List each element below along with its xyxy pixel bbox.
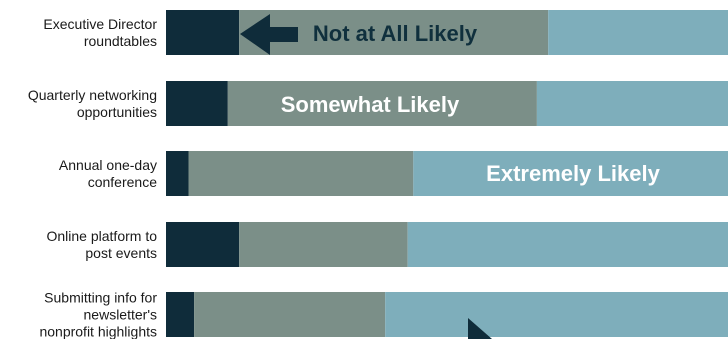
bar-segment	[537, 81, 728, 126]
annotation-label: Somewhat Likely	[281, 92, 460, 117]
bar-segment	[194, 292, 385, 337]
category-label: Quarterly networking opportunities	[28, 87, 157, 120]
bar-segment	[166, 10, 239, 55]
category-label: Executive Director roundtables	[43, 16, 157, 49]
category-label-line: opportunities	[77, 104, 157, 120]
bar-segment	[189, 151, 414, 196]
category-label-line: Annual one-day	[59, 157, 157, 173]
category-label-line: newsletter's	[84, 307, 157, 323]
category-label-line: nonprofit highlights	[39, 324, 157, 339]
bar-segment	[166, 292, 194, 337]
annotation-label: Extremely Likely	[486, 161, 660, 186]
bar-segment	[239, 222, 408, 267]
bar-segment	[548, 10, 728, 55]
category-label-line: post events	[85, 245, 157, 261]
category-label-line: Submitting info for	[44, 290, 157, 306]
category-label-line: roundtables	[84, 33, 157, 49]
category-label-line: Executive Director	[43, 16, 157, 32]
bar-segment	[166, 151, 189, 196]
bar-segment	[166, 222, 239, 267]
category-label: Submitting info for newsletter's nonprofit…	[39, 290, 157, 339]
category-label-line: Online platform to	[47, 228, 158, 244]
category-label-line: Quarterly networking	[28, 87, 157, 103]
annotation-label: Not at All Likely	[313, 21, 478, 46]
category-label-line: conference	[88, 174, 157, 190]
category-label: Annual one-day conference	[59, 157, 157, 190]
category-labels: Executive Director roundtables Quarterly n…	[28, 16, 158, 339]
bar-segment	[166, 81, 228, 126]
bar-segment	[385, 292, 728, 337]
bar-segment	[408, 222, 728, 267]
category-label: Online platform to post events	[47, 228, 158, 261]
